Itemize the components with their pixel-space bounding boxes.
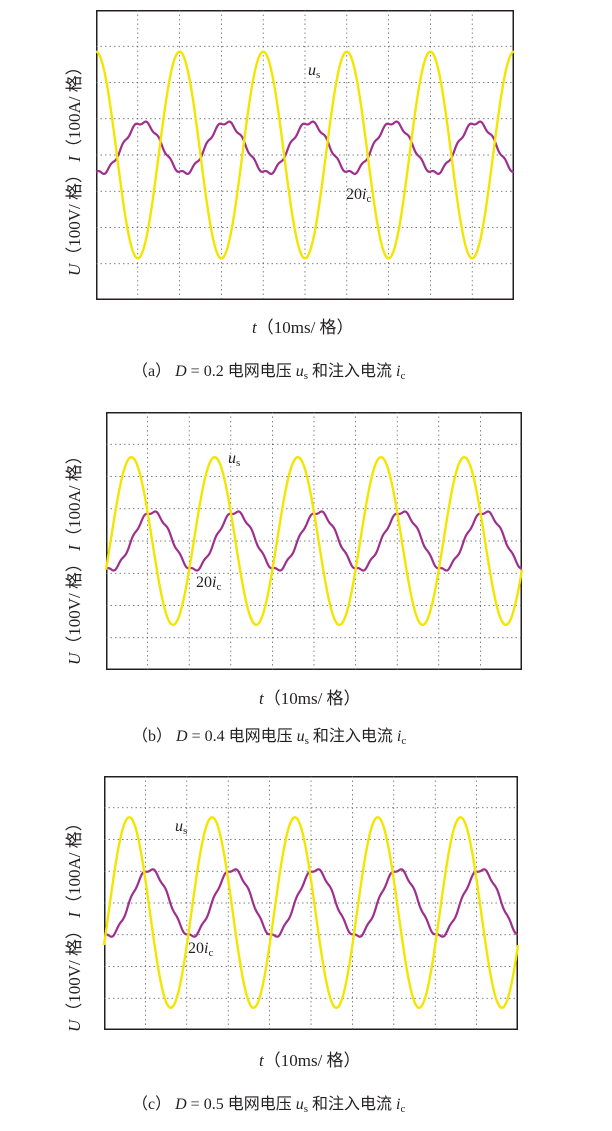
y-axis-label: U（100V/ 格） I（100A/ 格） [65,814,84,1032]
series-label-ic: 20ic [346,186,372,205]
series-ic-line [95,120,515,175]
waveform-plot-b [104,412,524,670]
waveform-plot-c [102,776,520,1030]
figure-caption-a: （a） D = 0.2 电网电压 us 和注入电流 ic [132,363,406,382]
series-label-us: us [175,818,188,837]
x-axis-label: t（10ms/ 格） [252,318,354,337]
panel-b: U（100V/ 格） I（100A/ 格） us 20ic t（10ms/ 格）… [65,412,524,747]
ic-coef: 20 [346,186,362,203]
series-us-line [104,455,524,627]
series-us-line [102,816,520,1009]
series-label-us: us [308,62,321,81]
x-axis-label: t（10ms/ 格） [259,689,361,708]
series-us-line [95,50,515,260]
series-ic-line [103,868,519,938]
series-label-us: us [228,450,241,469]
figure-caption-b: （b） D = 0.4 电网电压 us 和注入电流 ic [132,728,407,747]
series-label-ic: 20ic [188,940,214,959]
series-label-ic: 20ic [196,574,222,593]
figure-caption-c: （c） D = 0.5 电网电压 us 和注入电流 ic [132,1096,406,1115]
x-axis-label: t（10ms/ 格） [259,1051,361,1070]
waveform-plot-a [95,10,515,300]
panel-a: U（100V/ 格） I（100A/ 格） us 20ic t（10ms/ 格）… [0,0,612,382]
